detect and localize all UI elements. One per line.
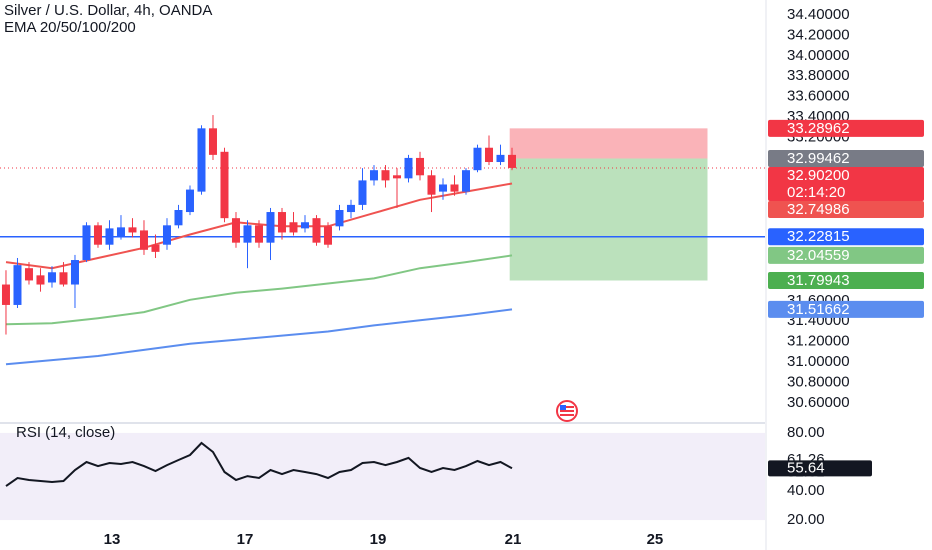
price-label-box bbox=[768, 228, 924, 246]
price-label: 32.22815 bbox=[787, 228, 850, 245]
candle-body bbox=[358, 180, 367, 205]
y-tick-label: 33.60000 bbox=[787, 88, 850, 105]
y-tick-label: 40.00 bbox=[787, 482, 825, 499]
price-label: 31.79943 bbox=[787, 272, 850, 289]
y-tick-label: 20.00 bbox=[787, 511, 825, 528]
price-label-box bbox=[768, 246, 924, 264]
price-label: 32.04559 bbox=[787, 247, 850, 264]
y-tick-label: 34.20000 bbox=[787, 26, 850, 43]
candle-body bbox=[484, 147, 493, 163]
candle-body bbox=[392, 175, 401, 179]
rsi-value-box bbox=[768, 460, 872, 477]
candle-body bbox=[335, 210, 344, 227]
candle-body bbox=[24, 268, 33, 281]
candle-body bbox=[116, 227, 125, 237]
x-tick-label: 19 bbox=[370, 531, 387, 548]
candle-body bbox=[208, 128, 217, 155]
candle-body bbox=[36, 275, 45, 285]
candle-body bbox=[197, 128, 206, 192]
ema-line bbox=[5, 308, 513, 366]
price-label-box bbox=[768, 119, 924, 137]
candle-body bbox=[93, 225, 102, 245]
candle-body bbox=[174, 210, 183, 226]
y-tick-label: 31.20000 bbox=[787, 333, 850, 350]
y-tick-label: 33.80000 bbox=[787, 67, 850, 84]
price-label: 32.74986 bbox=[787, 201, 850, 218]
price-label: 32.90200 bbox=[787, 167, 850, 184]
price-label-box bbox=[768, 166, 924, 201]
x-tick-label: 17 bbox=[237, 531, 254, 548]
price-label: 32.99462 bbox=[787, 150, 850, 167]
candle-body bbox=[496, 154, 505, 163]
candle-body bbox=[70, 260, 79, 285]
candle-body bbox=[105, 228, 114, 245]
candle-body bbox=[243, 225, 252, 243]
candle-body bbox=[438, 184, 447, 192]
candle-body bbox=[185, 189, 194, 213]
candle-body bbox=[473, 147, 482, 171]
candle-body bbox=[1, 284, 10, 305]
candle-body bbox=[266, 212, 275, 243]
candle-body bbox=[346, 204, 355, 213]
x-tick-label: 13 bbox=[104, 531, 121, 548]
price-label: 31.51662 bbox=[787, 301, 850, 318]
candle-body bbox=[450, 184, 459, 192]
y-tick-label: 34.00000 bbox=[787, 47, 850, 64]
y-tick-label: 30.80000 bbox=[787, 374, 850, 391]
chart-title: Silver / U.S. Dollar, 4h, OANDA bbox=[4, 2, 212, 19]
rsi-value-label: 55.64 bbox=[787, 459, 825, 476]
candle-body bbox=[13, 265, 22, 305]
flag-icon bbox=[556, 400, 578, 422]
candle-body bbox=[369, 170, 378, 181]
candle-body bbox=[381, 170, 390, 181]
rsi-band bbox=[0, 432, 765, 521]
y-tick-label: 34.40000 bbox=[787, 6, 850, 23]
candle-body bbox=[162, 225, 171, 245]
price-label-box bbox=[768, 200, 924, 218]
candle-body bbox=[128, 227, 137, 233]
candle-body bbox=[312, 218, 321, 243]
indicator-title: EMA 20/50/100/200 bbox=[4, 19, 136, 36]
candle-body bbox=[254, 225, 263, 243]
candle-body bbox=[323, 226, 332, 245]
rsi-line bbox=[5, 441, 513, 487]
price-label-box bbox=[768, 300, 924, 318]
candle-body bbox=[427, 175, 436, 195]
candle-body bbox=[220, 151, 229, 219]
candle-body bbox=[151, 244, 160, 252]
x-tick-label: 21 bbox=[505, 531, 522, 548]
y-tick-label: 80.00 bbox=[787, 424, 825, 441]
price-label-box bbox=[768, 149, 924, 167]
candle-body bbox=[277, 212, 286, 233]
position-profit-zone bbox=[509, 158, 708, 281]
candle-body bbox=[47, 272, 56, 283]
candle-body bbox=[404, 157, 413, 179]
y-tick-label: 30.60000 bbox=[787, 394, 850, 411]
candle-body bbox=[231, 218, 240, 243]
candle-body bbox=[507, 154, 516, 168]
candle-body bbox=[461, 170, 470, 192]
candle-body bbox=[289, 222, 298, 233]
y-tick-label: 31.00000 bbox=[787, 353, 850, 370]
x-tick-label: 25 bbox=[647, 531, 664, 548]
candle-body bbox=[59, 272, 68, 285]
candle-body bbox=[300, 222, 309, 229]
countdown-label: 02:14:20 bbox=[787, 184, 845, 201]
candle-body bbox=[139, 230, 148, 250]
position-loss-zone bbox=[509, 128, 708, 159]
price-label: 33.28962 bbox=[787, 120, 850, 137]
rsi-title: RSI (14, close) bbox=[16, 424, 115, 441]
ema-line bbox=[5, 254, 513, 326]
candle-body bbox=[82, 225, 91, 261]
price-label-box bbox=[768, 272, 924, 290]
candle-body bbox=[415, 157, 424, 176]
